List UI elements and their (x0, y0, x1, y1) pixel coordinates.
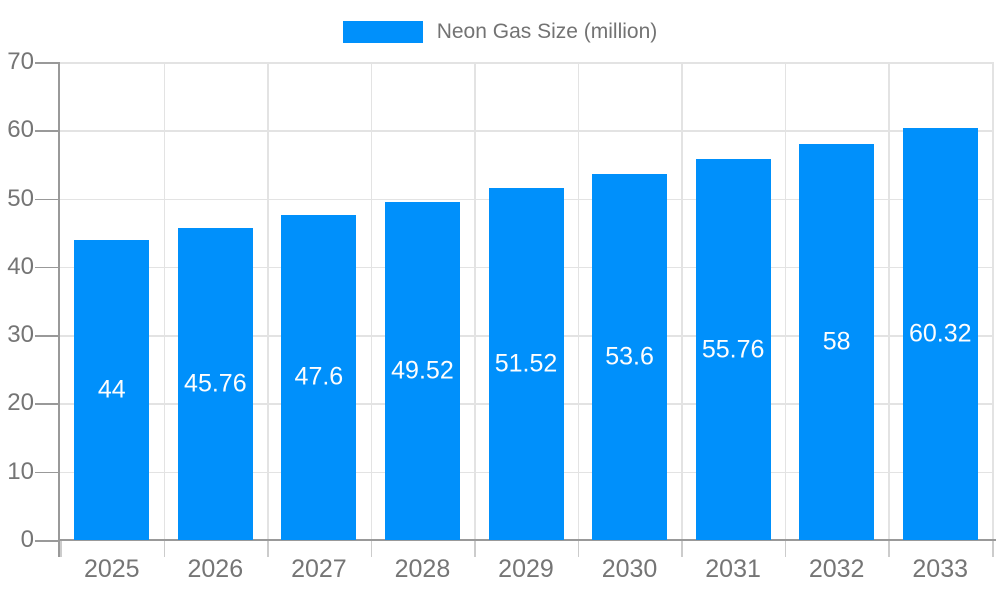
x-axis-tick (577, 540, 580, 557)
x-axis-label: 2027 (291, 555, 347, 583)
y-axis-tick (35, 130, 60, 132)
gridline-vertical (681, 62, 683, 540)
x-axis-label: 2028 (394, 555, 451, 583)
bar[interactable] (281, 214, 357, 540)
x-axis-label: 2025 (83, 555, 140, 583)
x-axis-label: 2026 (187, 555, 244, 583)
y-axis-tick (35, 335, 60, 337)
bar[interactable] (799, 143, 875, 540)
bar-value-label: 51.52 (494, 349, 558, 378)
gridline-vertical (370, 62, 373, 540)
y-axis-label: 50 (7, 184, 34, 212)
bar[interactable] (902, 128, 978, 540)
x-axis-tick (60, 540, 62, 557)
gridline-vertical (784, 62, 787, 540)
gridline-horizontal (60, 130, 992, 132)
x-axis-line (60, 539, 996, 541)
y-axis-label: 60 (7, 116, 34, 144)
y-axis-label: 40 (7, 252, 34, 280)
bar[interactable] (592, 173, 668, 540)
y-axis-tick (35, 403, 60, 405)
x-axis-tick (163, 540, 166, 557)
bar-value-label: 44 (97, 375, 126, 404)
bar[interactable] (488, 188, 564, 540)
gridline-vertical (992, 62, 994, 540)
x-axis-tick (681, 540, 683, 557)
y-axis-tick (35, 266, 60, 269)
legend-swatch (342, 21, 423, 43)
gridline-horizontal (60, 62, 992, 64)
x-axis-tick (784, 540, 787, 557)
bar-value-label: 47.6 (294, 362, 344, 391)
gridline-vertical (267, 62, 269, 540)
y-axis-line (58, 62, 60, 557)
y-axis-label: 0 (20, 526, 34, 553)
bar-value-label: 53.6 (605, 342, 654, 371)
gridline-vertical (888, 62, 890, 540)
bar-value-label: 45.76 (184, 369, 247, 398)
bar-value-label: 60.32 (908, 319, 972, 348)
y-axis-tick (35, 471, 60, 474)
x-axis-tick (888, 540, 890, 557)
bar[interactable] (177, 227, 253, 540)
gridline-vertical (474, 62, 476, 540)
x-axis-label: 2032 (808, 555, 865, 583)
bar-value-label: 55.76 (701, 335, 765, 364)
x-axis-label: 2030 (601, 555, 658, 583)
x-axis-label: 2033 (912, 555, 969, 583)
x-axis-tick (992, 540, 994, 557)
legend-label: Neon Gas Size (million) (436, 20, 658, 43)
y-axis-label: 70 (7, 48, 34, 75)
gridline-vertical (163, 62, 166, 540)
bar-value-label: 58 (822, 327, 851, 356)
y-axis-tick (35, 62, 60, 64)
x-axis-label: 2029 (498, 555, 554, 583)
bar[interactable] (384, 201, 460, 540)
y-axis-label: 20 (7, 389, 34, 417)
bar[interactable] (74, 239, 150, 540)
x-axis-tick (370, 540, 373, 557)
y-axis-tick (35, 198, 60, 201)
bar[interactable] (695, 159, 771, 540)
legend-item[interactable]: Neon Gas Size (million) (0, 12, 1000, 52)
y-axis-tick (35, 540, 60, 542)
gridline-vertical (577, 62, 580, 540)
x-axis-label: 2031 (705, 555, 761, 583)
x-axis-tick (474, 540, 476, 557)
x-axis-tick (267, 540, 269, 557)
y-axis-label: 30 (7, 321, 34, 349)
bar-value-label: 49.52 (391, 356, 454, 385)
y-axis-label: 10 (7, 457, 34, 485)
